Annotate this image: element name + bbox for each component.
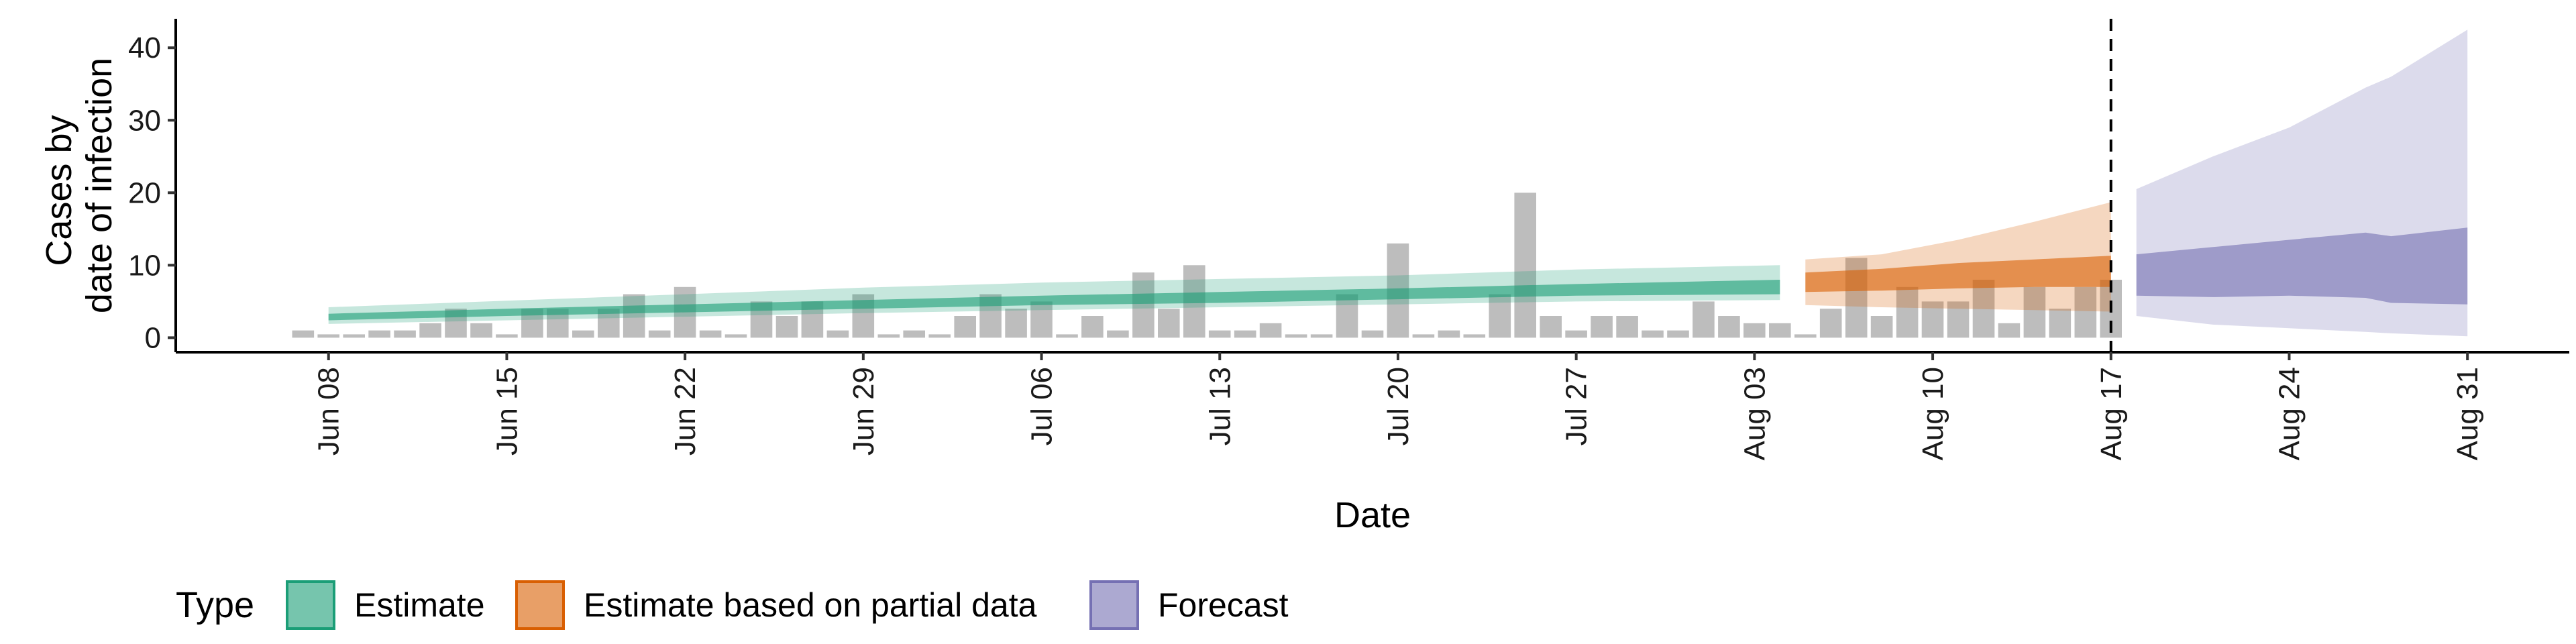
observed-case-bar (496, 334, 518, 338)
estimate-inner-band (328, 280, 1780, 321)
observed-case-bar (470, 323, 492, 338)
legend-label-estimate: Estimate (354, 586, 485, 624)
observed-case-bar (1081, 316, 1104, 338)
observed-case-bar (1056, 334, 1078, 338)
observed-case-bar (1642, 330, 1664, 338)
observed-case-bar (1285, 334, 1307, 338)
observed-case-bar (1819, 309, 1842, 338)
y-tick-label: 20 (128, 176, 161, 209)
y-axis-title: Cases by date of infection (39, 58, 119, 313)
x-tick-label: Jun 08 (313, 367, 345, 455)
estimate-bands (328, 30, 2468, 337)
observed-case-bar (1565, 330, 1587, 338)
observed-case-bar (826, 330, 849, 338)
observed-case-bar (1896, 286, 1919, 338)
observed-case-bar (928, 334, 951, 338)
x-tick-label: Jun 22 (669, 367, 702, 455)
y-axis-title-line-2: date of infection (79, 58, 119, 313)
legend: Type Estimate Estimate based on partial d… (176, 580, 1289, 630)
x-tick-label: Jun 29 (847, 367, 880, 455)
observed-case-bar (1540, 316, 1562, 338)
observed-case-bar (1336, 294, 1358, 338)
observed-case-bar (1005, 309, 1027, 338)
observed-case-bar (419, 323, 441, 338)
x-tick-label: Aug 31 (2451, 367, 2484, 460)
observed-case-bar (877, 334, 900, 338)
observed-case-bar (699, 330, 722, 338)
observed-case-bar (1132, 272, 1155, 338)
x-tick-label: Jun 15 (490, 367, 523, 455)
observed-case-bar (1361, 330, 1384, 338)
observed-case-bar (1234, 330, 1256, 338)
y-tick-label: 40 (128, 32, 161, 64)
x-tick-label: Aug 10 (1917, 367, 1949, 460)
observed-case-bar (1693, 301, 1715, 338)
observed-case-bar (1438, 330, 1460, 338)
estimate-based-on-partial-data-outer-band (1805, 202, 2111, 312)
y-axis-title-line-1: Cases by (39, 115, 79, 266)
observed-case-bar (1208, 330, 1231, 338)
x-tick-label: Aug 24 (2273, 367, 2306, 460)
observed-case-bar (368, 330, 390, 338)
y-tick-label: 30 (128, 104, 161, 137)
y-axis-ticks: 0 10 20 30 40 (128, 32, 176, 354)
observed-case-bar (1794, 334, 1817, 338)
x-tick-label: Jul 13 (1203, 367, 1236, 445)
observed-case-bar (1947, 301, 1970, 338)
legend-label-estimate-based-on-partial-data: Estimate based on partial data (584, 586, 1037, 624)
observed-case-bar (2023, 286, 2046, 338)
observed-case-bar (1921, 301, 1944, 338)
observed-case-bar (775, 316, 798, 338)
x-axis-title: Date (1334, 495, 1411, 535)
x-tick-label: Jul 20 (1382, 367, 1415, 445)
observed-case-bar (724, 334, 747, 338)
legend-swatch-forecast (1089, 580, 1139, 630)
observed-case-bar (1030, 301, 1053, 338)
observed-case-bar (292, 330, 315, 338)
observed-case-bar (1310, 334, 1333, 338)
estimate-based-on-partial-data-inner-band (1805, 256, 2111, 292)
observed-case-bar (343, 334, 365, 338)
x-tick-label: Aug 03 (1738, 367, 1771, 460)
observed-case-bar (1998, 323, 2021, 338)
observed-case-bar (648, 330, 671, 338)
observed-case-bar (2049, 309, 2072, 338)
observed-case-bar (572, 330, 594, 338)
legend-swatch-estimate-based-on-partial-data (515, 580, 565, 630)
forecast-inner-band (2136, 227, 2468, 305)
observed-case-bar (1769, 323, 1791, 338)
x-tick-label: Jul 06 (1026, 367, 1059, 445)
observed-case-bar (1718, 316, 1740, 338)
observed-case-bar (1489, 294, 1511, 338)
observed-case-bar (1107, 330, 1129, 338)
observed-case-bar (1463, 334, 1486, 338)
observed-case-bar (1743, 323, 1766, 338)
observed-case-bar (1870, 316, 1893, 338)
observed-case-bar (394, 330, 416, 338)
observed-case-bar (903, 330, 925, 338)
observed-case-bar (1616, 316, 1638, 338)
x-tick-label: Jul 27 (1560, 367, 1593, 445)
observed-case-bar (1591, 316, 1613, 338)
observed-case-bar (954, 316, 976, 338)
observed-case-bar (317, 334, 339, 338)
y-tick-label: 0 (145, 321, 161, 354)
observed-case-bar (1412, 334, 1435, 338)
observed-case-bar (623, 294, 645, 338)
legend-title: Type (176, 585, 254, 625)
observed-case-bar (1158, 309, 1180, 338)
observed-case-bar (1259, 323, 1282, 338)
observed-case-bar (1667, 330, 1689, 338)
observed-case-bar (1514, 193, 1536, 338)
legend-label-forecast: Forecast (1158, 586, 1289, 624)
x-tick-label: Aug 17 (2095, 367, 2128, 460)
x-axis-ticks: Jun 08 Jun 15 Jun 22 Jun 29 Jul 06 Jul 13 Jul … (313, 352, 2484, 460)
observed-case-bar (2074, 286, 2097, 338)
observed-case-bar (1972, 280, 1995, 338)
y-tick-label: 10 (128, 249, 161, 282)
legend-swatch-estimate (286, 580, 335, 630)
